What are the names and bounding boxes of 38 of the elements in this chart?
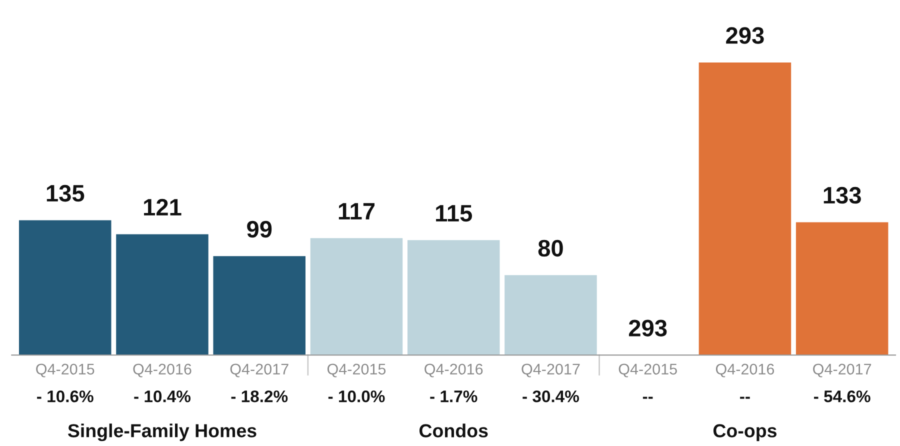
text: - 54.6% [814,390,870,402]
text: -- [740,396,750,399]
data-label: 121 [144,198,182,216]
data-label: 117 [338,203,374,220]
bar [310,238,403,356]
x-tick-label: Q4-2015 [327,364,386,378]
text: - 10.4% [134,390,191,402]
text: Co-ops [713,424,776,442]
data-label: 135 [46,184,84,202]
text: - 18.2% [231,390,288,402]
data-label: 99 [247,220,272,238]
bar [213,256,306,356]
text: - 10.0% [328,390,385,402]
text: - 30.4% [522,390,579,402]
bar [504,275,597,356]
x-tick-label: Q4-2016 [424,364,483,378]
data-label: 80 [538,240,563,257]
x-tick-label: Q4-2016 [716,364,774,378]
data-label: 115 [436,205,472,222]
bar [698,62,792,356]
text: Single-Family Homes [68,424,256,442]
x-tick-label: Q4-2015 [618,364,677,378]
bar [116,234,208,356]
x-tick-label: Q4-2017 [813,364,872,378]
text: 293 [628,320,667,336]
x-tick-label: Q4-2017 [522,364,580,378]
bar [18,220,112,356]
data-label: 133 [824,186,861,204]
bar [407,240,500,356]
text: - 1.7% [430,390,478,402]
text: -- [642,396,653,399]
x-tick-label: Q4-2015 [36,364,94,378]
text: Condos [419,424,488,438]
text: - 10.6% [37,390,94,402]
x-tick-label: Q4-2017 [230,364,288,378]
x-tick-label: Q4-2016 [133,364,192,378]
bar [796,222,888,356]
data-label: 293 [726,27,764,44]
